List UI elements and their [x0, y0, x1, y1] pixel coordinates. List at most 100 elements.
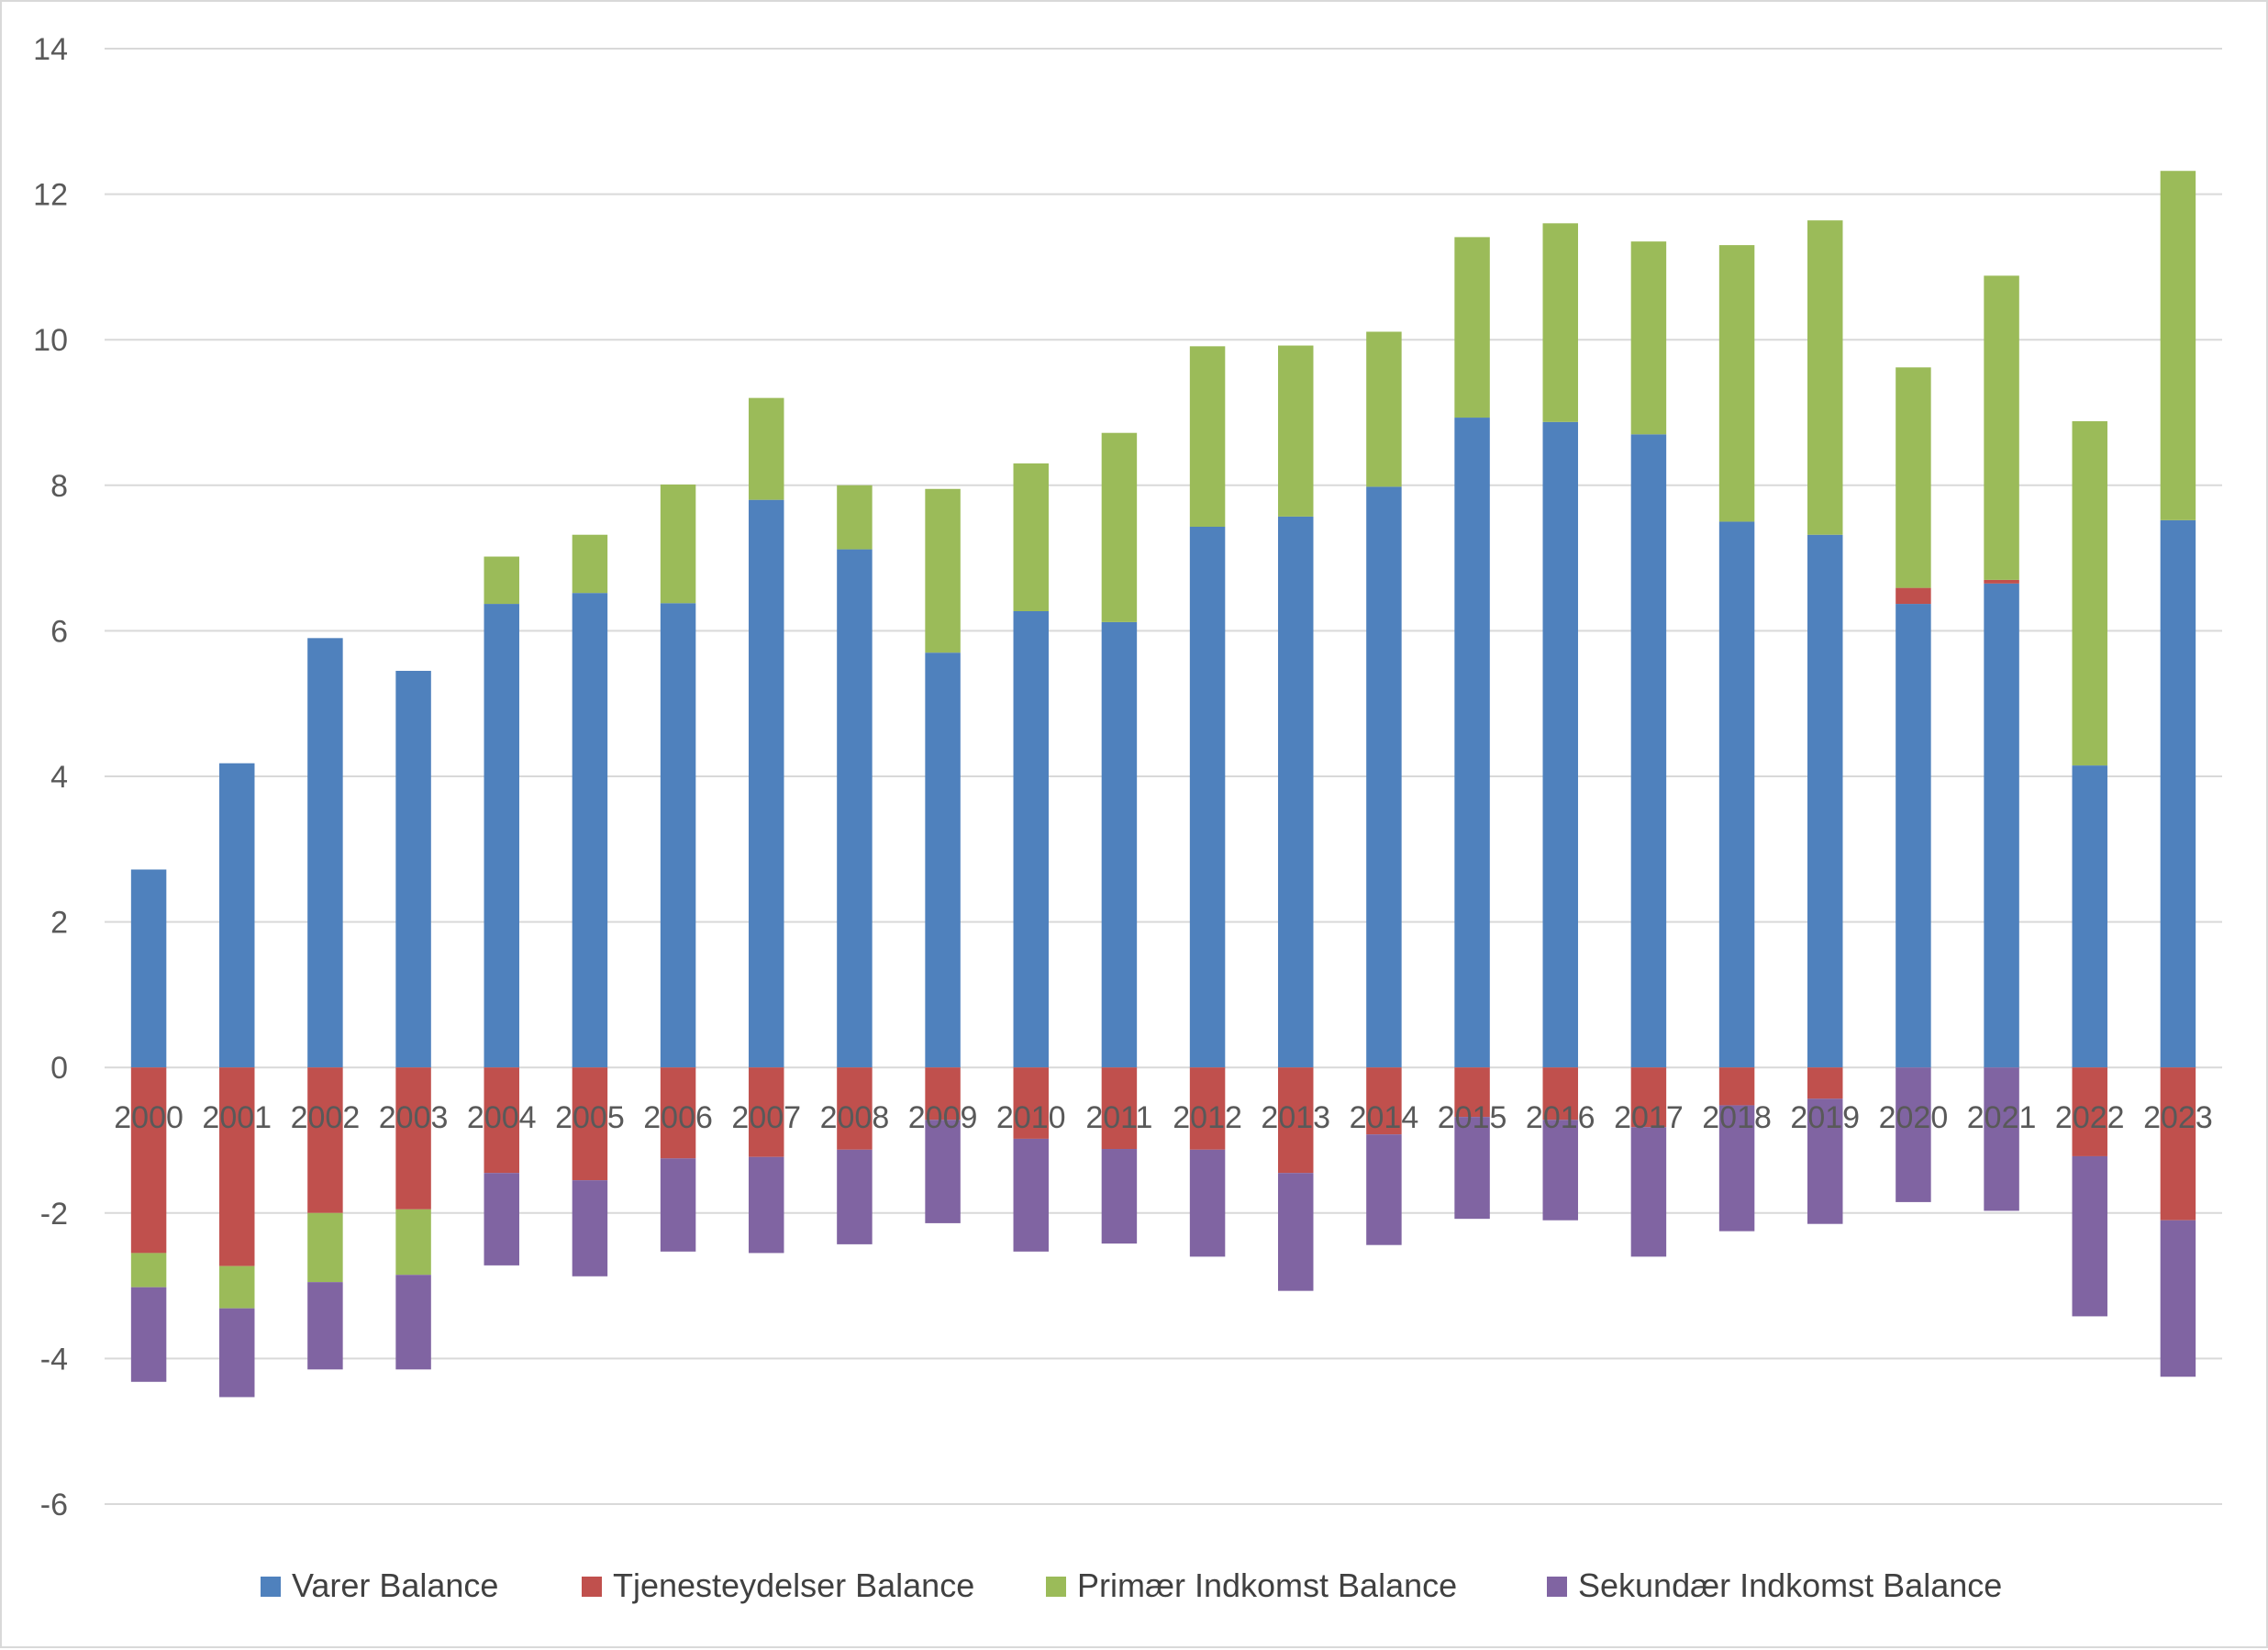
legend-swatch — [582, 1577, 602, 1597]
bar-segment — [395, 1275, 431, 1370]
bar-segment — [2160, 1220, 2196, 1377]
bar-segment — [130, 1287, 167, 1382]
bar-segment — [1984, 275, 2019, 580]
legend-label: Varer Balance — [292, 1566, 498, 1604]
bar-segment — [1013, 1067, 1049, 1139]
y-tick-label: 6 — [50, 614, 68, 649]
y-tick-label: -6 — [40, 1488, 68, 1522]
bar-segment — [2072, 765, 2107, 1068]
bar-segment — [1896, 367, 1931, 588]
bar-segment — [1454, 1117, 1490, 1220]
bar-segment — [2160, 171, 2196, 520]
bar-segment — [572, 1180, 608, 1277]
bar-segment — [749, 397, 784, 500]
bar-segment — [130, 869, 167, 1068]
y-tick-label: 10 — [33, 323, 68, 358]
bar-segment — [1718, 245, 1755, 522]
x-tick-label: 2011 — [1085, 1100, 1152, 1135]
bar-segment — [2160, 519, 2196, 1068]
x-tick-label: 2009 — [908, 1100, 978, 1135]
bar-segment — [395, 1067, 431, 1210]
bar-segment — [1807, 1098, 1843, 1224]
bar-segment — [484, 556, 519, 605]
bar-segment — [837, 1067, 873, 1150]
bar-segment — [1542, 223, 1578, 422]
bar-segment — [484, 1067, 519, 1174]
bar-segment — [2072, 421, 2107, 766]
bar-segment — [1542, 421, 1578, 1068]
bar-segment — [1101, 621, 1138, 1068]
x-tick-label: 2018 — [1702, 1100, 1772, 1135]
y-tick-label: -4 — [40, 1342, 68, 1377]
bar-segment — [572, 1067, 608, 1181]
bar-segment — [837, 549, 873, 1068]
x-tick-label: 2007 — [731, 1100, 801, 1135]
bar-segment — [1278, 1067, 1314, 1174]
x-tick-label: 2013 — [1261, 1100, 1330, 1135]
bar-segment — [1630, 1067, 1667, 1128]
bar-segment — [1542, 1120, 1578, 1221]
bar-segment — [1896, 1067, 1931, 1202]
bar-segment — [307, 1212, 343, 1283]
legend-swatch — [261, 1577, 281, 1597]
bar-segment — [1542, 1067, 1578, 1120]
y-tick-label: 2 — [50, 906, 68, 941]
bar-segment — [395, 1209, 431, 1276]
bar-segment — [1896, 587, 1931, 605]
y-axis-tick-labels: -6 -4 -2 0 2 4 6 8 10 12 14 — [33, 32, 68, 1522]
y-tick-label: -2 — [40, 1197, 68, 1232]
x-tick-label: 2010 — [996, 1100, 1066, 1135]
bar-segment — [925, 652, 961, 1068]
bar-segment — [307, 1067, 343, 1213]
bar-segment — [1984, 579, 2019, 584]
x-tick-label: 2016 — [1526, 1100, 1595, 1135]
bar-segment — [1718, 1105, 1755, 1232]
bar-segment — [219, 763, 255, 1068]
x-tick-label: 2012 — [1173, 1100, 1242, 1135]
gridlines — [105, 48, 2222, 1505]
bar-segment — [1984, 583, 2019, 1068]
bar-segment — [2072, 1067, 2107, 1156]
bar-segment — [1630, 434, 1667, 1068]
legend: Varer Balance Tjenesteydelser Balance Prim… — [261, 1566, 2002, 1604]
bar-segment — [1807, 534, 1843, 1068]
bar-segment — [1189, 1067, 1226, 1150]
bar-segment — [1278, 345, 1314, 517]
bar-segment — [130, 1253, 167, 1288]
bar-segment — [925, 1067, 961, 1120]
y-tick-label: 0 — [50, 1051, 68, 1086]
bar-segment — [219, 1265, 255, 1309]
bar-segment — [660, 1067, 696, 1159]
y-tick-label: 12 — [33, 178, 68, 213]
x-tick-label: 2019 — [1790, 1100, 1860, 1135]
bar-segment — [219, 1308, 255, 1398]
bar-segment — [572, 593, 608, 1068]
bar-segment — [1189, 346, 1226, 528]
x-tick-label: 2022 — [2055, 1100, 2125, 1135]
x-tick-label: 2015 — [1438, 1100, 1507, 1135]
bar-segment — [1454, 1067, 1490, 1118]
x-axis-tick-labels: 2000 2001 2002 2003 2004 2005 2006 2007 2008 2009… — [114, 1100, 2212, 1135]
bar-segment — [572, 534, 608, 594]
bar-segment — [1101, 1149, 1138, 1244]
bar-segment — [1366, 331, 1402, 487]
bars — [130, 171, 2196, 1398]
bar-segment — [2072, 1155, 2107, 1317]
bar-segment — [130, 1067, 167, 1254]
bar-segment — [749, 1156, 784, 1254]
bar-segment — [395, 671, 431, 1068]
legend-label: Tjenesteydelser Balance — [613, 1566, 974, 1604]
bar-segment — [1013, 610, 1049, 1068]
x-tick-label: 2004 — [467, 1100, 537, 1135]
legend-label: Primær Indkomst Balance — [1077, 1566, 1457, 1604]
x-tick-label: 2008 — [820, 1100, 890, 1135]
bar-segment — [837, 485, 873, 550]
x-tick-label: 2000 — [114, 1100, 183, 1135]
bar-segment — [1896, 604, 1931, 1068]
legend-label: Sekundær Indkomst Balance — [1578, 1566, 2002, 1604]
bar-segment — [1278, 516, 1314, 1068]
bar-segment — [1101, 432, 1138, 622]
y-tick-label: 8 — [50, 469, 68, 504]
x-tick-label: 2014 — [1350, 1100, 1419, 1135]
